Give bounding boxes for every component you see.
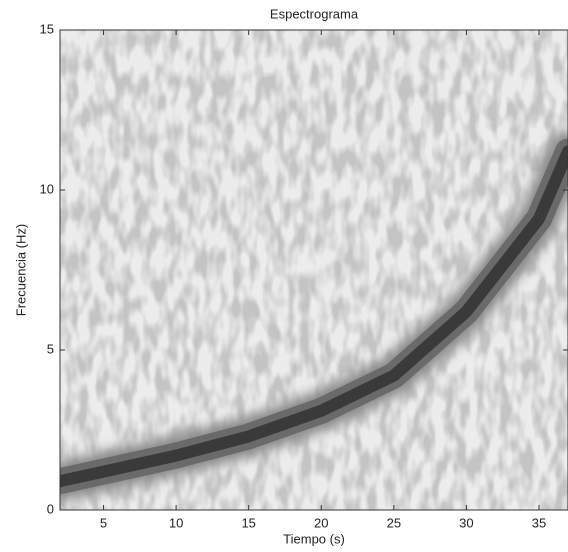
plot-frame (59, 29, 568, 511)
chart-title: Espectrograma (270, 6, 359, 21)
x-tick-label: 30 (459, 515, 473, 530)
x-tick-label: 35 (532, 515, 546, 530)
spectrogram-background (60, 30, 568, 510)
x-tick-label: 15 (241, 515, 255, 530)
x-tick-label: 25 (387, 515, 401, 530)
y-tick-label: 0 (47, 501, 54, 516)
y-axis-label: Frecuencia (Hz) (13, 224, 28, 316)
x-tick-label: 5 (100, 515, 107, 530)
x-axis-label: Tiempo (s) (283, 531, 345, 546)
y-tick-label: 15 (40, 21, 54, 36)
x-tick-label: 10 (169, 515, 183, 530)
x-tick-label: 20 (314, 515, 328, 530)
y-tick-label: 5 (47, 341, 54, 356)
ridge-core (60, 145, 568, 488)
y-tick-label: 10 (40, 181, 54, 196)
